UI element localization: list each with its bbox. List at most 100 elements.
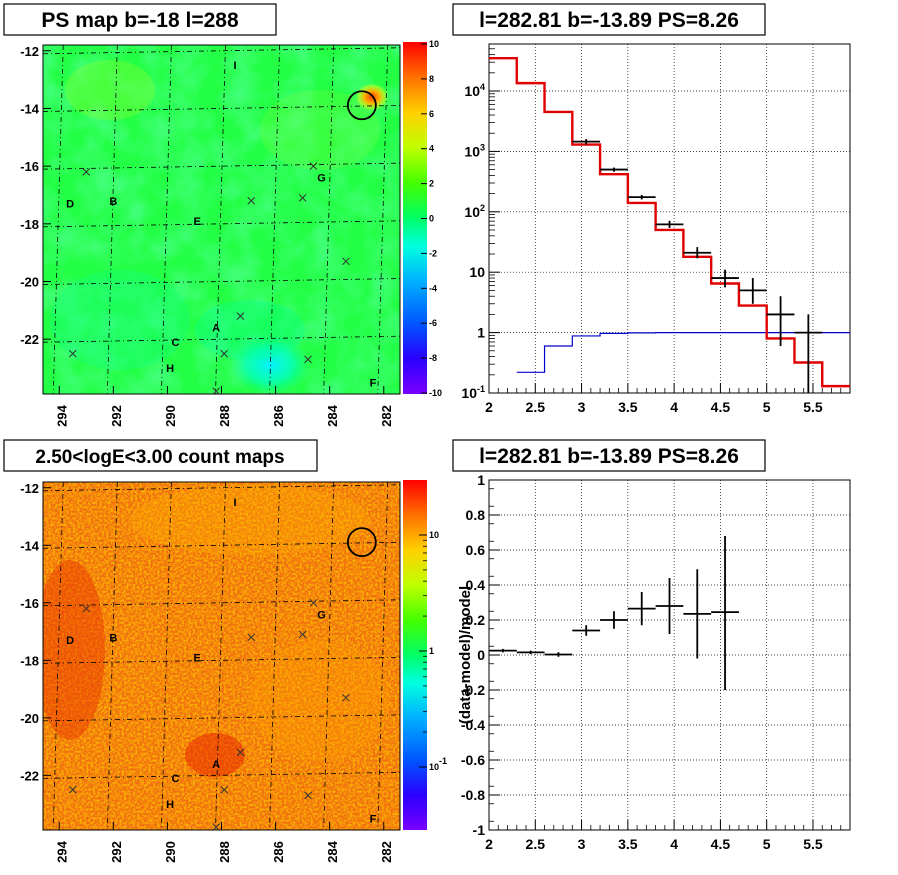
region-label: H — [166, 799, 174, 811]
x-tick-label: 2 — [485, 399, 493, 415]
residual-series — [489, 536, 739, 690]
region-label: B — [109, 632, 117, 644]
count-map-colorbar — [403, 480, 427, 830]
region-label: E — [193, 216, 200, 228]
x-tick-label: 288 — [217, 841, 232, 863]
y-tick-label: -20 — [20, 711, 39, 726]
region-label: B — [109, 196, 117, 208]
y-tick-label: -0.8 — [461, 787, 485, 803]
region-label: A — [212, 323, 220, 335]
meridian-line — [161, 44, 172, 395]
y-tick-label: 104 — [464, 82, 485, 99]
meridian-line — [269, 44, 280, 395]
y-tick-label: 10-1 — [461, 384, 485, 401]
x-tick-label: 282 — [379, 405, 394, 427]
catalog-cross — [212, 823, 220, 831]
x-tick-label: 284 — [325, 404, 340, 426]
x-tick-label: 284 — [325, 840, 340, 862]
region-label: D — [66, 635, 74, 647]
source-circle-count — [346, 527, 377, 558]
colorbar-tick-label: 2 — [429, 179, 434, 189]
region-label: F — [370, 813, 377, 825]
x-tick-label: 3 — [578, 399, 586, 415]
catalog-cross — [247, 633, 256, 642]
catalog-cross — [309, 162, 318, 170]
catalog-cross — [82, 168, 91, 176]
colorbar-tick-label: 1 — [429, 646, 434, 656]
residual-grid — [489, 480, 850, 830]
y-tick-label: -22 — [20, 332, 39, 347]
meridian-line — [377, 481, 389, 831]
x-tick-label: 5 — [763, 836, 771, 852]
count-map-image — [43, 482, 400, 830]
spectrum-title-box — [452, 3, 766, 36]
y-tick-label: -16 — [20, 596, 39, 611]
catalog-cross — [212, 387, 220, 395]
y-tick-label: -1 — [473, 822, 486, 838]
meridian-line — [269, 481, 280, 831]
colorbar-tick-label: 10 — [429, 39, 439, 49]
ps-map-image — [43, 45, 400, 394]
spectrum-title: l=282.81 b=-13.89 PS=8.26 — [479, 9, 739, 32]
ps-map-overlay: I G D B E A C H F — [66, 60, 377, 395]
x-tick-label: 4 — [670, 399, 678, 415]
catalog-cross — [298, 194, 307, 202]
region-label: I — [233, 497, 236, 509]
x-tick-label: 4 — [670, 836, 678, 852]
region-label: D — [66, 199, 74, 211]
catalog-cross — [304, 355, 312, 364]
meridian-line — [377, 44, 389, 395]
region-label: E — [193, 652, 200, 664]
colorbar-tick-label: -10 — [429, 388, 442, 398]
catalog-cross — [342, 257, 350, 266]
count-map-title: 2.50<logE<3.00 count maps — [35, 447, 284, 468]
x-tick-label: 4.5 — [711, 399, 731, 415]
ps-map-colorbar-ticks: 10 8 6 4 2 0 -2 -4 -6 -8 -10 — [421, 39, 442, 398]
ps-map-y-ticks: -12 -14 -16 -18 -20 -22 — [20, 44, 51, 347]
count-map-x-ticks: 294 292 290 288 286 284 282 — [55, 822, 394, 863]
residual-y-ticks: 1 0.8 0.6 0.4 0.2 0 -0.2 -0.4 -0.6 -0.8 -1 — [461, 472, 500, 838]
catalog-cross — [247, 196, 256, 205]
y-tick-label: -14 — [20, 538, 40, 553]
total-model-line — [489, 56, 850, 388]
x-tick-label: 5 — [763, 399, 771, 415]
x-tick-label: 5.5 — [803, 399, 823, 415]
meridian-line — [323, 44, 335, 395]
y-tick-label: -20 — [20, 275, 39, 290]
spectrum-x-ticks: 2 2.5 3 3.5 4 4.5 5 5.5 — [485, 383, 851, 415]
catalog-cross — [304, 791, 312, 800]
colorbar-tick-label: 0 — [429, 214, 434, 224]
ps-map-x-ticks: 294 292 290 288 286 284 282 — [55, 386, 394, 427]
x-tick-label: 292 — [109, 405, 124, 427]
region-label: H — [166, 363, 174, 375]
meridian-line — [106, 481, 118, 831]
catalog-cross — [342, 693, 350, 702]
x-tick-label: 286 — [271, 405, 286, 427]
colorbar-tick-label: -8 — [429, 353, 437, 363]
spectrum-frame — [488, 43, 851, 394]
spectrum-series — [489, 56, 850, 393]
y-tick-label: 0 — [477, 647, 485, 663]
residual-panel: l=282.81 b=-13.89 PS=8.26 2 2.5 3 3.5 4 4.5 5 5… — [452, 439, 851, 852]
region-label: I — [233, 60, 236, 72]
x-tick-label: 2 — [485, 836, 493, 852]
y-tick-label: -0.2 — [461, 682, 485, 698]
colorbar-tick-label: 4 — [429, 144, 434, 154]
catalog-cross — [220, 785, 229, 794]
x-tick-label: 290 — [163, 841, 178, 863]
residual-x-ticks: 2 2.5 3 3.5 4 4.5 5 5.5 — [485, 820, 851, 852]
x-tick-label: 2.5 — [526, 399, 546, 415]
colorbar-tick-label: -6 — [429, 318, 437, 328]
y-tick-label: -16 — [20, 159, 39, 174]
y-tick-label: 1 — [477, 472, 485, 488]
y-tick-label: -12 — [20, 481, 39, 496]
meridian-line — [52, 44, 64, 395]
meridian-line — [52, 481, 64, 831]
residual-y-label: (data-model)/model — [457, 586, 474, 724]
y-tick-label: 10 — [469, 264, 485, 280]
count-map-y-ticks: -12 -14 -16 -18 -20 -22 — [20, 481, 51, 783]
y-tick-label: 0.2 — [466, 612, 486, 628]
